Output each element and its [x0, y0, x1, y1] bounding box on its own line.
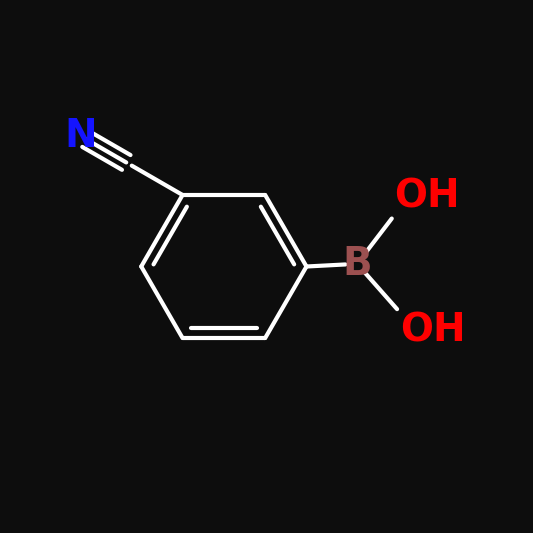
Text: N: N — [64, 117, 98, 155]
Text: B: B — [342, 245, 372, 283]
Text: OH: OH — [394, 178, 460, 216]
Text: OH: OH — [400, 312, 465, 350]
